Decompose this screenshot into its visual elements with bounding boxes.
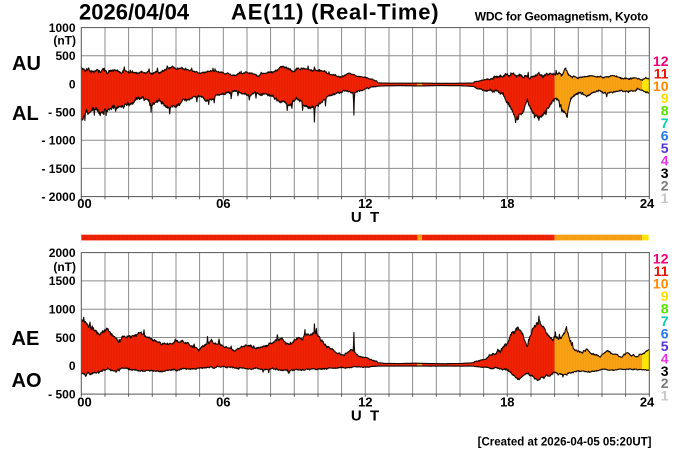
svg-text:- 500: - 500: [48, 387, 76, 401]
svg-text:12: 12: [653, 251, 669, 267]
svg-text:- 1500: - 1500: [41, 162, 75, 176]
svg-text:(nT): (nT): [53, 260, 76, 274]
svg-text:2: 2: [661, 177, 669, 193]
svg-text:24: 24: [640, 196, 655, 211]
svg-text:7: 7: [661, 115, 669, 131]
svg-text:(nT): (nT): [53, 33, 76, 47]
svg-text:18: 18: [500, 196, 514, 211]
svg-text:500: 500: [55, 49, 75, 63]
svg-text:1000: 1000: [49, 303, 76, 317]
svg-text:[Created at 2026-04-05 05:20UT: [Created at 2026-04-05 05:20UT]: [478, 436, 652, 448]
svg-text:7: 7: [661, 313, 669, 329]
svg-text:9: 9: [661, 288, 669, 304]
svg-text:10: 10: [653, 78, 669, 94]
svg-text:AU: AU: [12, 53, 41, 75]
svg-text:11: 11: [654, 65, 669, 81]
svg-text:06: 06: [216, 395, 230, 410]
svg-text:10: 10: [653, 276, 669, 292]
svg-text:18: 18: [500, 395, 514, 410]
svg-text:12: 12: [653, 53, 669, 69]
svg-text:00: 00: [77, 395, 91, 410]
svg-text:5: 5: [661, 140, 669, 156]
svg-text:1000: 1000: [49, 21, 76, 35]
svg-text:6: 6: [661, 325, 669, 341]
svg-text:1: 1: [661, 388, 669, 404]
svg-text:4: 4: [661, 350, 669, 366]
svg-text:0: 0: [69, 359, 76, 373]
svg-text:AL: AL: [12, 103, 39, 125]
svg-text:06: 06: [216, 196, 230, 211]
svg-text:AE(11) (Real-Time): AE(11) (Real-Time): [231, 0, 439, 25]
svg-text:3: 3: [661, 363, 669, 379]
svg-text:4: 4: [661, 153, 669, 169]
svg-text:U T: U T: [351, 408, 379, 425]
svg-text:6: 6: [661, 128, 669, 144]
svg-text:2026/04/04: 2026/04/04: [79, 0, 190, 25]
svg-text:12: 12: [358, 196, 372, 211]
svg-text:- 500: - 500: [48, 106, 76, 120]
svg-text:U T: U T: [351, 209, 379, 226]
svg-text:5: 5: [661, 338, 669, 354]
svg-text:- 2000: - 2000: [41, 190, 75, 204]
svg-text:00: 00: [77, 196, 91, 211]
svg-text:- 1000: - 1000: [41, 134, 75, 148]
svg-text:8: 8: [661, 103, 669, 119]
svg-text:11: 11: [654, 263, 669, 279]
svg-text:3: 3: [661, 165, 669, 181]
svg-text:1500: 1500: [49, 274, 76, 288]
svg-text:500: 500: [55, 331, 75, 345]
svg-text:24: 24: [640, 395, 655, 410]
svg-text:8: 8: [661, 301, 669, 317]
svg-text:AE: AE: [12, 328, 40, 350]
svg-text:2: 2: [661, 375, 669, 391]
svg-text:12: 12: [358, 395, 372, 410]
svg-text:9: 9: [661, 90, 669, 106]
svg-text:WDC for Geomagnetism, Kyoto: WDC for Geomagnetism, Kyoto: [475, 10, 648, 24]
svg-text:1: 1: [661, 190, 669, 206]
svg-text:AO: AO: [12, 370, 42, 392]
svg-text:0: 0: [69, 77, 76, 91]
svg-text:2000: 2000: [49, 246, 76, 260]
